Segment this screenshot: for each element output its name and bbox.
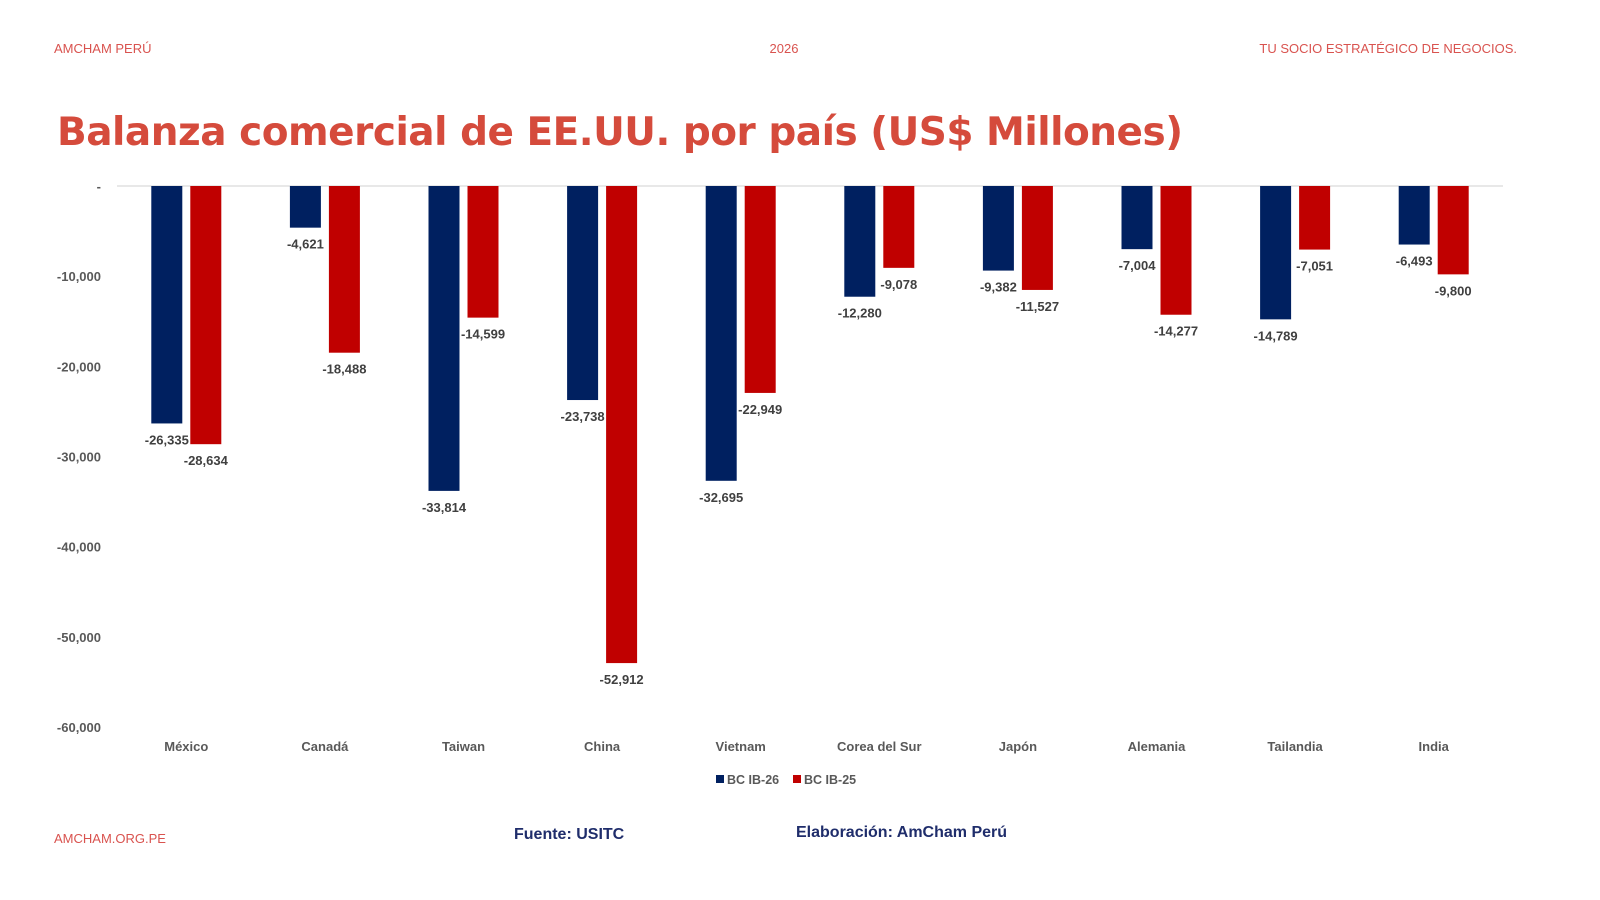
legend-swatch — [716, 775, 724, 783]
bar-bc-ib-26 — [1398, 186, 1430, 245]
legend-swatch — [793, 775, 801, 783]
data-label: -6,493 — [1396, 254, 1433, 269]
x-tick-label: Japón — [999, 739, 1037, 754]
bars-group — [151, 186, 1469, 664]
data-label: -11,527 — [1016, 299, 1059, 314]
bar-bc-ib-25 — [1299, 186, 1331, 250]
footer-website: AMCHAM.ORG.PE — [54, 831, 166, 846]
y-tick-label: - — [97, 179, 101, 194]
y-axis: - -10,000 -20,000 -30,000 -40,000 -50,000 -60,… — [57, 179, 101, 735]
data-label: -33,814 — [422, 500, 467, 515]
bar-bc-ib-26 — [428, 186, 460, 491]
x-tick-label: India — [1419, 739, 1450, 754]
bar-bc-ib-25 — [1437, 186, 1469, 275]
bar-bc-ib-25 — [190, 186, 222, 445]
footer-credit: Elaboración: AmCham Perú — [796, 824, 1008, 841]
legend-label: BC IB-26 — [727, 773, 779, 787]
x-axis: México Canadá Taiwan China Vietnam Corea del … — [164, 739, 1449, 754]
data-label: -32,695 — [699, 490, 743, 505]
bar-bc-ib-26 — [289, 186, 321, 228]
bar-bc-ib-26 — [1121, 186, 1153, 250]
y-tick-label: -10,000 — [57, 269, 101, 284]
y-tick-label: -20,000 — [57, 359, 101, 374]
legend: BC IB-26 BC IB-25 — [716, 773, 856, 787]
x-tick-label: Vietnam — [716, 739, 766, 754]
bar-bc-ib-25 — [328, 186, 360, 353]
bar-bc-ib-25 — [883, 186, 915, 268]
bar-bc-ib-26 — [982, 186, 1014, 271]
data-label: -4,621 — [287, 237, 324, 252]
bar-bc-ib-26 — [567, 186, 599, 401]
y-tick-label: -30,000 — [57, 450, 101, 465]
x-tick-label: Corea del Sur — [837, 739, 922, 754]
bar-bc-ib-26 — [844, 186, 876, 297]
data-label: -7,051 — [1296, 259, 1333, 274]
x-tick-label: México — [164, 739, 208, 754]
bar-bc-ib-26 — [1260, 186, 1292, 320]
data-label: -14,277 — [1154, 324, 1198, 339]
data-label: -9,078 — [880, 277, 917, 292]
data-label: -28,634 — [184, 453, 229, 468]
x-tick-label: Alemania — [1128, 739, 1187, 754]
legend-label: BC IB-25 — [804, 773, 856, 787]
header-brand: AMCHAM PERÚ — [54, 41, 152, 56]
data-label: -14,789 — [1254, 328, 1298, 343]
header-year: 2026 — [769, 41, 799, 56]
bar-bc-ib-26 — [705, 186, 737, 481]
data-label: -52,912 — [600, 672, 644, 687]
bar-bc-ib-25 — [744, 186, 776, 393]
data-label: -26,335 — [145, 432, 189, 447]
header-tagline: TU SOCIO ESTRATÉGICO DE NEGOCIOS. — [1259, 41, 1517, 56]
data-label: -14,599 — [461, 327, 505, 342]
footer-source: Fuente: USITC — [514, 826, 625, 843]
data-label: -9,382 — [980, 280, 1017, 295]
y-tick-label: -50,000 — [57, 630, 101, 645]
data-label: -7,004 — [1119, 258, 1157, 273]
x-tick-label: Taiwan — [442, 739, 485, 754]
data-label: -22,949 — [738, 402, 782, 417]
x-tick-label: Tailandia — [1267, 739, 1323, 754]
bar-bc-ib-26 — [151, 186, 183, 424]
bar-bc-ib-25 — [1021, 186, 1053, 290]
chart-title: Balanza comercial de EE.UU. por país (US… — [57, 110, 1183, 155]
data-label: -12,280 — [838, 306, 882, 321]
data-label: -9,800 — [1435, 283, 1472, 298]
bar-bc-ib-25 — [1160, 186, 1192, 315]
bar-bc-ib-25 — [606, 186, 638, 664]
y-tick-label: -40,000 — [57, 540, 101, 555]
bar-bc-ib-25 — [467, 186, 499, 318]
data-labels-group: -26,335 -28,634 -4,621 -18,488 -33,814 -14,59… — [145, 237, 1472, 687]
x-tick-label: Canadá — [301, 739, 349, 754]
x-tick-label: China — [584, 739, 621, 754]
data-label: -18,488 — [322, 362, 366, 377]
y-tick-label: -60,000 — [57, 720, 101, 735]
data-label: -23,738 — [561, 409, 605, 424]
